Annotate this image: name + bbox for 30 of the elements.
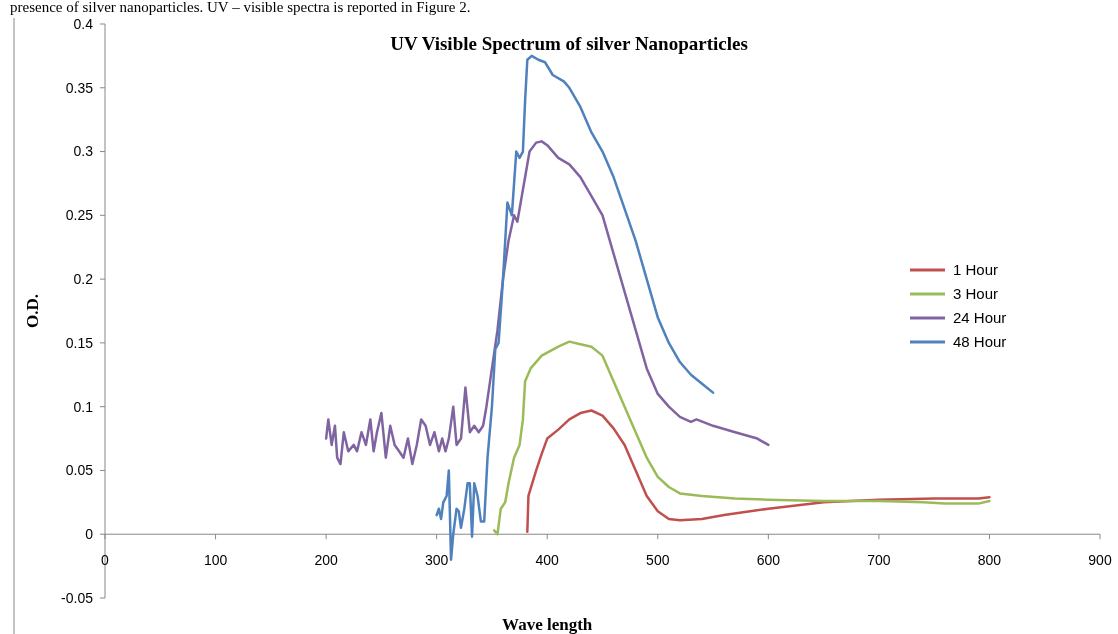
y-tick-label: 0.4 <box>73 15 94 32</box>
line-series <box>526 409 991 533</box>
x-axis-title: Wave length <box>502 615 593 634</box>
y-tick-label: 0.3 <box>73 143 94 160</box>
y-tick-label: 0 <box>85 526 94 543</box>
x-tick-label: 0 <box>101 552 110 569</box>
x-tick-label: 300 <box>424 552 449 569</box>
line-series <box>324 140 770 466</box>
y-tick-label: 0.2 <box>73 271 94 288</box>
x-tick-label: 800 <box>977 552 1002 569</box>
y-tick-label: -0.05 <box>61 589 94 606</box>
x-tick-label: 900 <box>1088 552 1112 569</box>
y-tick-label: 0.05 <box>65 462 94 479</box>
legend-label: 24 Hour <box>953 309 1007 327</box>
y-tick-label: 0.1 <box>73 398 94 415</box>
x-tick-label: 600 <box>756 552 781 569</box>
x-tick-label: 500 <box>646 552 670 569</box>
legend-label: 1 Hour <box>953 261 999 279</box>
y-tick-label: 0.15 <box>65 334 94 351</box>
y-tick-label: 0.35 <box>65 79 94 96</box>
y-tick-label: 0.25 <box>65 207 94 224</box>
legend-label: 48 Hour <box>953 333 1007 351</box>
text: presence of silver nanoparticles. UV – visible spectra is reported in Figure 2. <box>10 0 471 15</box>
legend-label: 3 Hour <box>953 285 999 303</box>
x-tick-label: 200 <box>314 552 338 569</box>
x-tick-label: 700 <box>867 552 891 569</box>
x-tick-label: 400 <box>535 552 560 569</box>
y-axis-title: O.D. <box>23 294 42 328</box>
text: UV Visible Spectrum of silver Nanoparticles <box>390 33 748 54</box>
x-tick-label: 100 <box>203 552 228 569</box>
